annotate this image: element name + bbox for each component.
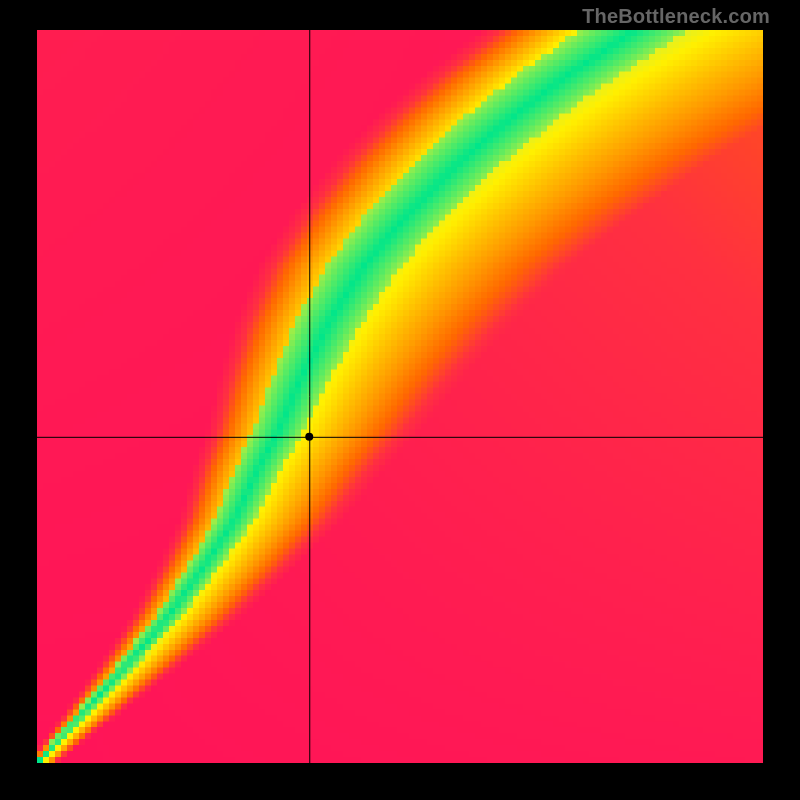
watermark-text: TheBottleneck.com — [582, 6, 770, 29]
chart-container: TheBottleneck.com — [0, 0, 800, 800]
crosshair-overlay — [0, 0, 800, 800]
